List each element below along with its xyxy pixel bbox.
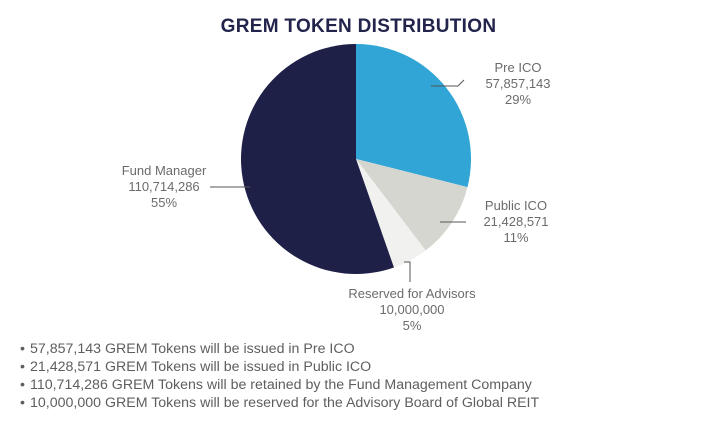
label-advisors-value: 10,000,000 bbox=[379, 302, 445, 317]
label-fund-manager: Fund Manager 110,714,286 55% bbox=[104, 163, 224, 211]
bullet-marker: • bbox=[20, 359, 25, 375]
bullet-item: • 21,428,571 GREM Tokens will be issued i… bbox=[20, 358, 539, 376]
label-pre-ico-percent: 29% bbox=[504, 92, 532, 107]
bullet-item: • 57,857,143 GREM Tokens will be issued i… bbox=[20, 340, 539, 358]
label-public-ico-value: 21,428,571 bbox=[483, 214, 549, 229]
bullet-marker: • bbox=[20, 341, 25, 357]
bullet-text: 10,000,000 GREM Tokens will be reserved … bbox=[30, 395, 540, 411]
slice-advisors bbox=[356, 159, 426, 268]
label-fund-manager-name: Fund Manager bbox=[121, 163, 207, 178]
bullet-text: 110,714,286 GREM Tokens will be retained… bbox=[30, 377, 532, 393]
label-advisors-name: Reserved for Advisors bbox=[348, 286, 476, 301]
slice-fund-manager bbox=[241, 44, 394, 274]
label-public-ico-percent: 11% bbox=[503, 230, 529, 245]
label-public-ico: Public ICO 21,428,571 11% bbox=[466, 198, 566, 246]
bullet-marker: • bbox=[20, 377, 25, 393]
chart-title: GREM TOKEN DISTRIBUTION bbox=[220, 16, 497, 37]
bullet-marker: • bbox=[20, 395, 25, 411]
label-advisors: Reserved for Advisors 10,000,000 5% bbox=[322, 286, 502, 334]
bullet-item: • 110,714,286 GREM Tokens will be retaine… bbox=[20, 376, 539, 394]
label-pre-ico: Pre ICO 57,857,143 29% bbox=[468, 60, 568, 108]
bullet-text: 57,857,143 GREM Tokens will be issued in… bbox=[30, 341, 355, 357]
label-pre-ico-value: 57,857,143 bbox=[485, 76, 551, 91]
label-advisors-percent: 5% bbox=[402, 318, 422, 333]
leader-pre-ico bbox=[431, 79, 465, 87]
label-fund-manager-percent: 55% bbox=[150, 195, 178, 210]
leader-advisors bbox=[404, 261, 411, 282]
bullet-item: • 10,000,000 GREM Tokens will be reserved… bbox=[20, 394, 539, 412]
bullet-list: • 57,857,143 GREM Tokens will be issued i… bbox=[20, 340, 539, 412]
slice-pre-ico bbox=[356, 44, 471, 188]
label-public-ico-name: Public ICO bbox=[484, 198, 548, 213]
bullet-text: 21,428,571 GREM Tokens will be issued in… bbox=[30, 359, 372, 375]
label-pre-ico-name: Pre ICO bbox=[494, 60, 542, 75]
slice-public-ico bbox=[356, 159, 468, 251]
label-fund-manager-value: 110,714,286 bbox=[128, 179, 200, 194]
